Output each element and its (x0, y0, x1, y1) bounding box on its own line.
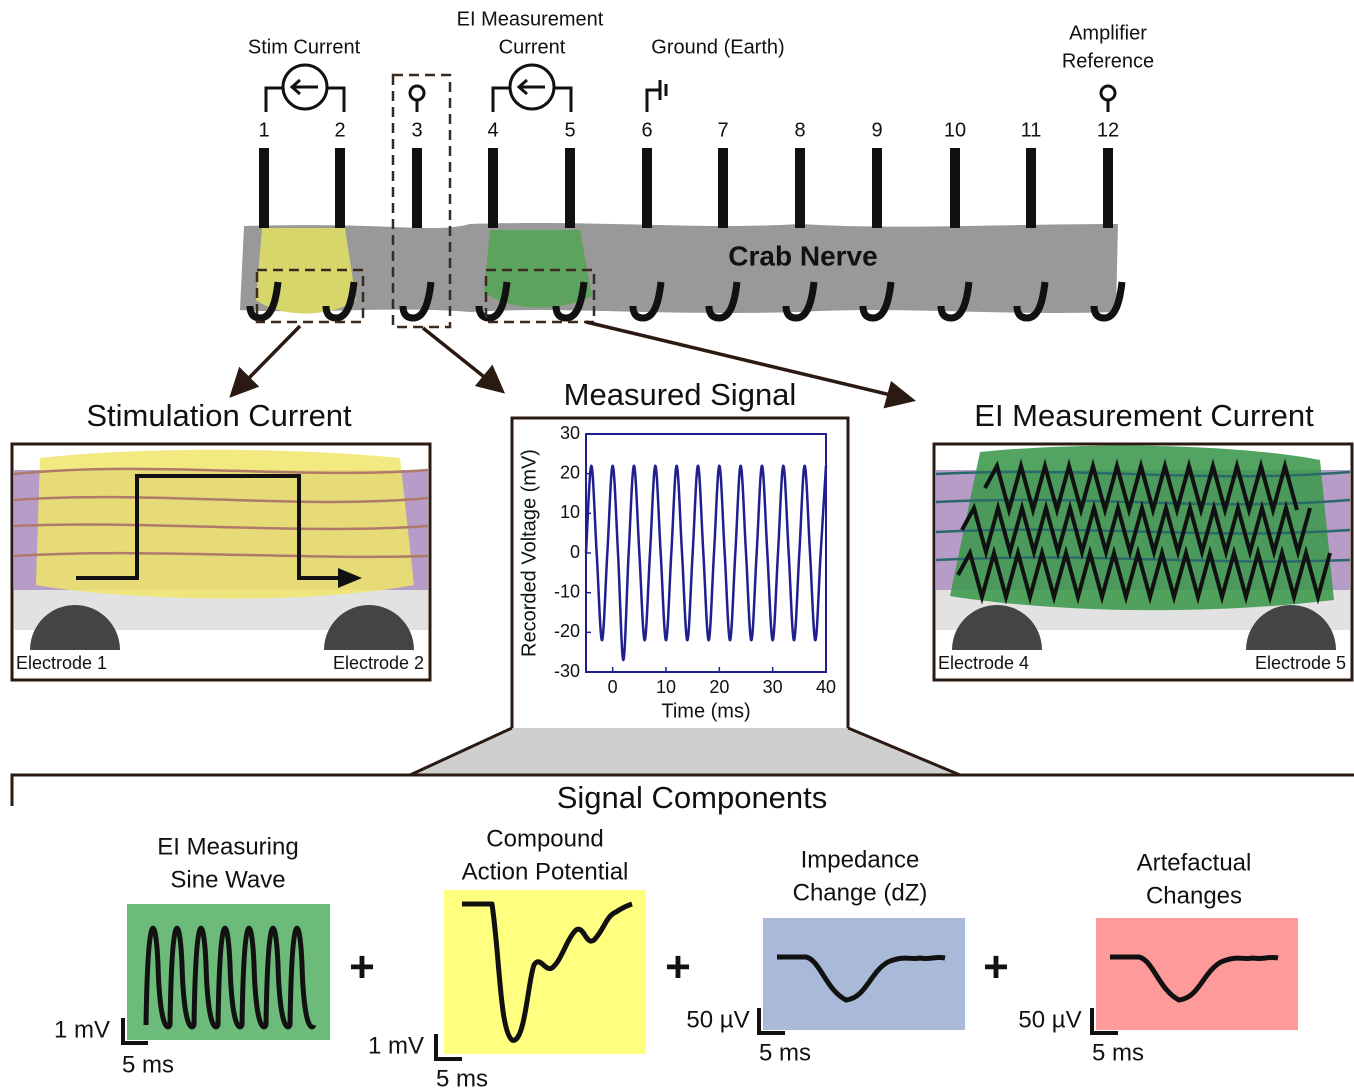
electrode-bar (335, 148, 345, 228)
y-tick-label: 10 (560, 502, 580, 522)
electrode-bar (1103, 148, 1113, 228)
x-tick-label: 20 (709, 677, 729, 697)
component-label: Action Potential (462, 858, 629, 885)
component-label: Change (dZ) (793, 879, 928, 906)
plus-sign: + (983, 943, 1009, 992)
electrode-bar (872, 148, 882, 228)
ei-label: EI Measurement (457, 8, 604, 30)
scale-time: 5 ms (436, 1065, 488, 1090)
electrode-bar (795, 148, 805, 228)
component-label: Compound (486, 825, 603, 852)
electrode-label: Electrode 1 (16, 653, 107, 673)
plus-sign: + (665, 943, 691, 992)
electrode-bar (565, 148, 575, 228)
electrode-label: Electrode 5 (1255, 653, 1346, 673)
setup (266, 65, 1115, 112)
electrode-number: 1 (258, 119, 269, 141)
components-title: Signal Components (557, 780, 828, 815)
stim-label: Stim Current (248, 36, 361, 58)
y-tick-label: 0 (570, 542, 580, 562)
reference-probe (1101, 86, 1115, 100)
scale-time: 5 ms (1092, 1039, 1144, 1066)
scale-time: 5 ms (122, 1051, 174, 1078)
electrode-number: 12 (1097, 119, 1119, 141)
chart-title: Measured Signal (564, 377, 797, 412)
scale-voltage: 1 mV (54, 1016, 110, 1043)
x-tick-label: 10 (656, 677, 676, 697)
y-axis-label: Recorded Voltage (mV) (518, 449, 540, 657)
electrode3-probe (410, 86, 424, 100)
electrode-label: Electrode 4 (938, 653, 1029, 673)
x-tick-label: 40 (816, 677, 836, 697)
ei-label: Current (499, 36, 566, 58)
zoom-trapezoid (410, 728, 960, 775)
y-tick-label: -30 (554, 661, 580, 681)
component-label: Impedance (801, 846, 920, 873)
electrode-bar (950, 148, 960, 228)
scale-time: 5 ms (759, 1039, 811, 1066)
electrode-number: 4 (487, 119, 498, 141)
component-label: Sine Wave (170, 866, 285, 893)
arrow (245, 326, 300, 382)
electrode-number: 3 (411, 119, 422, 141)
reference-label: Amplifier (1069, 22, 1147, 44)
scale-voltage: 50 µV (686, 1006, 749, 1033)
electrode-number: 7 (717, 119, 728, 141)
y-tick-label: 20 (560, 462, 580, 482)
electrode-number: 6 (641, 119, 652, 141)
electrode-label: Electrode 2 (333, 653, 424, 673)
y-tick-label: -10 (554, 581, 580, 601)
electrode-number: 10 (944, 119, 966, 141)
scale-voltage: 1 mV (368, 1032, 424, 1059)
y-tick-label: -20 (554, 621, 580, 641)
electrode-number: 11 (1021, 119, 1042, 141)
arrow (423, 328, 488, 380)
electrode-number: 8 (794, 119, 805, 141)
stim-arrow (292, 80, 318, 94)
figure: Stim Current EI Measurement Current Grou… (0, 0, 1354, 1090)
electrode-number: 5 (564, 119, 575, 141)
stim-panel (12, 444, 430, 680)
scale-voltage: 50 µV (1018, 1006, 1081, 1033)
electrode-bar (412, 148, 422, 228)
arrowhead (886, 384, 912, 406)
electrode-number: 2 (334, 119, 345, 141)
ei-panel (934, 444, 1352, 680)
ground-symbol (647, 80, 666, 112)
plus-sign: + (349, 943, 375, 992)
panel-title: EI Measurement Current (974, 398, 1314, 433)
nerve (240, 223, 1118, 313)
electrode-bar (642, 148, 652, 228)
arrowhead (478, 368, 502, 391)
component-label: Artefactual (1137, 849, 1252, 876)
electrode-bar (488, 148, 498, 228)
panel-title: Stimulation Current (86, 398, 352, 433)
x-tick-label: 0 (608, 677, 618, 697)
component-box (763, 918, 965, 1030)
ei-arrow (519, 80, 545, 94)
electrode-bar (1026, 148, 1036, 228)
x-tick-label: 30 (763, 677, 783, 697)
y-tick-label: 30 (560, 423, 580, 443)
electrode-number: 9 (871, 119, 882, 141)
nerve-label: Crab Nerve (728, 240, 877, 271)
electrode-bar (259, 148, 269, 228)
signal-chart: -30 -20 -10 0 10 20 30 0 10 20 30 40 Time (ms) Record… (518, 423, 836, 723)
component-label: Changes (1146, 882, 1242, 909)
component-box (1096, 918, 1298, 1030)
electrode-bar (718, 148, 728, 228)
component-label: EI Measuring (157, 833, 298, 860)
x-axis-label: Time (ms) (661, 700, 750, 722)
reference-label: Reference (1062, 50, 1154, 72)
ground-label: Ground (Earth) (651, 36, 784, 58)
